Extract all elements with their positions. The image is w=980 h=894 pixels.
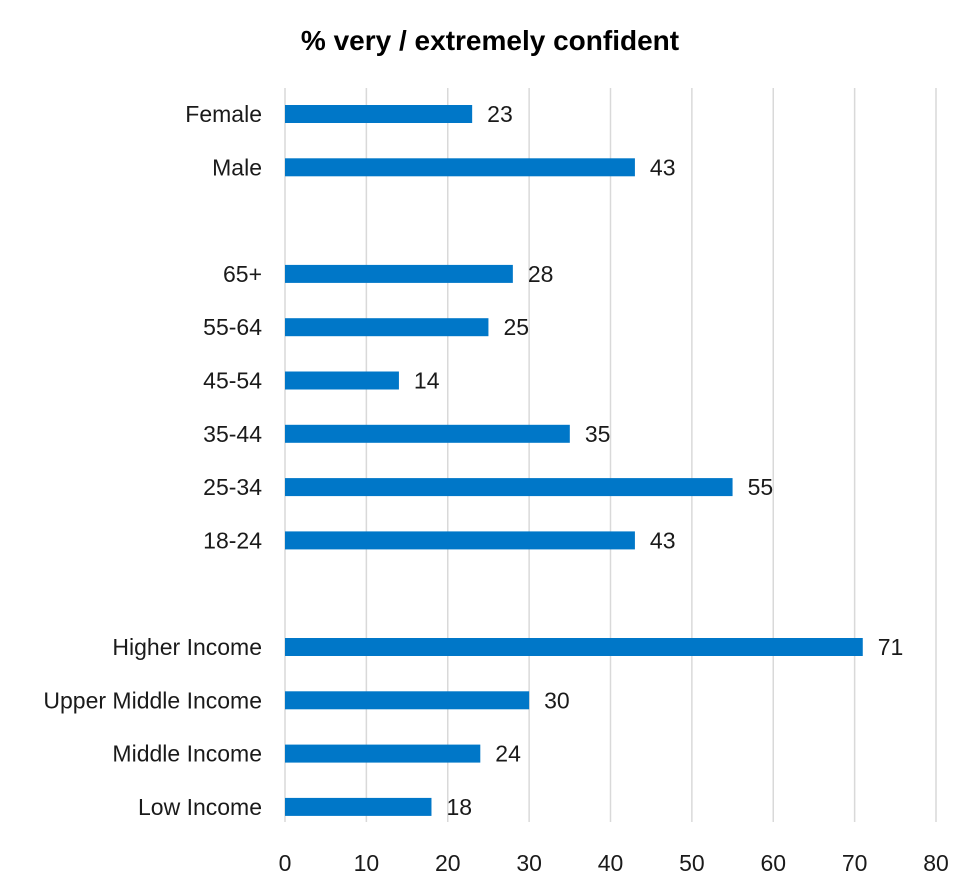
bar-65- <box>285 264 513 283</box>
x-tick-label: 70 <box>842 850 868 876</box>
x-axis-ticks: 0 10 20 30 40 50 60 70 80 <box>279 850 949 876</box>
category-label: 35-44 <box>203 421 262 447</box>
value-label: 35 <box>585 421 611 447</box>
value-label: 28 <box>528 261 554 287</box>
category-label: Female <box>185 101 262 127</box>
category-label: 18-24 <box>203 527 262 553</box>
value-label: 43 <box>650 154 676 180</box>
value-label: 71 <box>878 634 904 660</box>
value-label: 55 <box>748 474 774 500</box>
value-label: 23 <box>487 101 513 127</box>
value-label: 43 <box>650 527 676 553</box>
bar-middle-income <box>285 744 481 763</box>
chart-title: % very / extremely confident <box>301 25 679 56</box>
bar-25-34 <box>285 478 733 497</box>
x-tick-label: 80 <box>923 850 949 876</box>
category-label: 65+ <box>223 261 262 287</box>
value-label: 30 <box>544 687 570 713</box>
bar-male <box>285 158 635 177</box>
x-tick-label: 0 <box>279 850 292 876</box>
x-tick-label: 20 <box>435 850 461 876</box>
bars <box>285 105 863 816</box>
value-labels: 23 43 28 25 14 35 55 43 71 30 24 18 <box>414 101 903 820</box>
value-label: 18 <box>446 794 472 820</box>
gridlines <box>284 88 937 822</box>
category-label: 25-34 <box>203 474 262 500</box>
category-label: 55-64 <box>203 314 262 340</box>
bar-higher-income <box>285 638 863 656</box>
category-label: 45-54 <box>203 368 262 394</box>
value-label: 14 <box>414 368 440 394</box>
category-labels: Female Male 65+ 55-64 45-54 35-44 25-34 18-24 Hi… <box>43 101 262 820</box>
category-label: Upper Middle Income <box>43 687 262 713</box>
bar-35-44 <box>285 424 570 443</box>
bar-18-24 <box>285 531 635 550</box>
bar-female <box>285 105 473 123</box>
value-label: 25 <box>503 314 529 340</box>
x-tick-label: 60 <box>760 850 786 876</box>
bar-low-income <box>285 797 432 816</box>
bar-upper-middle-income <box>285 691 530 710</box>
category-label: Male <box>212 154 262 180</box>
value-label: 24 <box>495 741 521 767</box>
bar-55-64 <box>285 318 489 337</box>
category-label: Low Income <box>138 794 262 820</box>
bar-45-54 <box>285 371 399 390</box>
x-tick-label: 40 <box>598 850 624 876</box>
x-tick-label: 10 <box>354 850 380 876</box>
category-label: Middle Income <box>112 741 262 767</box>
x-tick-label: 50 <box>679 850 705 876</box>
category-label: Higher Income <box>112 634 262 660</box>
x-tick-label: 30 <box>516 850 542 876</box>
